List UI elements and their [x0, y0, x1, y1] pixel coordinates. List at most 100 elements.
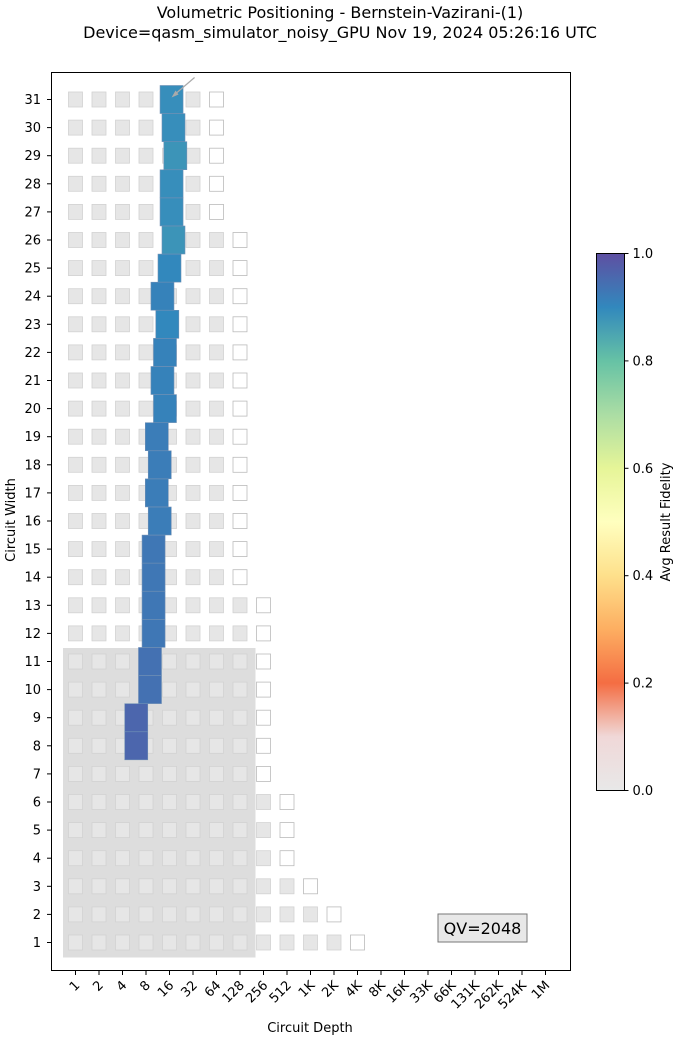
x-tick-label: 1 — [67, 978, 83, 994]
background-cell — [91, 288, 107, 305]
background-cell — [115, 653, 130, 670]
y-tick-label: 8 — [33, 739, 41, 754]
background-cell — [232, 484, 248, 501]
background-cell — [303, 878, 318, 895]
background-cell — [209, 934, 224, 951]
background-cell — [162, 878, 177, 895]
background-cell — [91, 737, 107, 754]
background-cell — [68, 372, 83, 389]
background-cell — [185, 260, 201, 277]
background-cell — [232, 344, 248, 361]
background-cell — [209, 484, 224, 501]
y-tick-label: 3 — [33, 880, 41, 895]
background-cell — [185, 625, 201, 642]
background-cell — [185, 372, 201, 389]
background-cell — [256, 934, 271, 951]
data-point — [150, 281, 175, 311]
background-cell — [162, 906, 177, 923]
background-cell — [209, 541, 224, 557]
background-cell — [91, 344, 107, 361]
background-cell — [209, 372, 224, 389]
background-cell — [232, 400, 248, 417]
qv-label: QV=2048 — [444, 919, 522, 938]
background-cell — [68, 737, 83, 754]
background-cell — [115, 428, 130, 445]
background-cell — [209, 597, 224, 614]
y-tick-label: 15 — [24, 543, 41, 558]
background-cell — [91, 260, 107, 277]
background-cell — [91, 232, 107, 248]
y-tick-label: 5 — [33, 824, 41, 839]
background-cell — [115, 147, 130, 164]
background-cell — [68, 794, 83, 810]
data-point — [159, 169, 184, 199]
background-cell — [138, 794, 154, 810]
background-cell — [232, 794, 248, 810]
background-cell — [115, 934, 130, 951]
background-cell — [68, 147, 83, 164]
x-tick-label: 524K — [496, 978, 531, 1013]
background-cell — [279, 794, 295, 810]
background-cell — [209, 344, 224, 361]
x-tick-label: 4 — [114, 978, 130, 994]
background-cell — [68, 766, 83, 782]
background-cell — [209, 428, 224, 445]
background-cell — [209, 681, 224, 698]
background-cell — [162, 794, 177, 810]
colorbar-tick-label: 0.6 — [633, 462, 654, 477]
background-cell — [138, 119, 154, 136]
y-tick-label: 13 — [24, 599, 41, 614]
background-cell — [209, 288, 224, 305]
background-cell — [232, 428, 248, 445]
background-cell — [350, 934, 365, 951]
background-cell — [209, 203, 224, 220]
y-tick-label: 17 — [24, 486, 41, 501]
background-cell — [162, 709, 177, 726]
background-cell — [185, 597, 201, 614]
background-cell — [91, 822, 107, 838]
background-cell — [138, 232, 154, 248]
background-cell — [115, 569, 130, 586]
background-cell — [232, 653, 248, 670]
background-cell — [232, 850, 248, 867]
data-point — [144, 478, 169, 508]
data-point — [161, 225, 186, 255]
x-tick-label: 4K — [343, 978, 366, 1001]
background-cell — [185, 175, 201, 192]
background-cell — [68, 203, 83, 220]
background-cell — [232, 878, 248, 895]
background-cell — [232, 625, 248, 642]
background-cell — [232, 288, 248, 305]
y-tick-label: 26 — [24, 234, 41, 249]
background-cell — [91, 456, 107, 473]
data-point — [138, 647, 162, 676]
background-cell — [138, 766, 154, 782]
background-cell — [91, 653, 107, 670]
background-cell — [68, 569, 83, 586]
background-cell — [185, 288, 201, 305]
y-tick-label: 20 — [24, 402, 41, 417]
background-cell — [209, 316, 224, 333]
background-cell — [91, 709, 107, 726]
data-point — [141, 619, 166, 648]
background-cell — [185, 484, 201, 501]
background-cell — [232, 260, 248, 277]
background-cell — [185, 316, 201, 333]
y-tick-label: 19 — [24, 430, 41, 445]
colorbar-tick-label: 0.2 — [633, 677, 654, 692]
background-cell — [138, 400, 154, 417]
y-tick-label: 21 — [24, 374, 41, 389]
background-cell — [185, 456, 201, 473]
background-cell — [162, 737, 177, 754]
x-tick-label: 512 — [267, 978, 295, 1006]
background-cell — [68, 400, 83, 417]
data-point — [153, 338, 177, 367]
background-cell — [68, 260, 83, 277]
background-cell — [185, 344, 201, 361]
background-cell — [115, 288, 130, 305]
background-cell — [91, 934, 107, 951]
background-cell — [91, 625, 107, 642]
background-cell — [138, 147, 154, 164]
background-cell — [256, 681, 271, 698]
x-tick-label: 1K — [296, 978, 319, 1001]
